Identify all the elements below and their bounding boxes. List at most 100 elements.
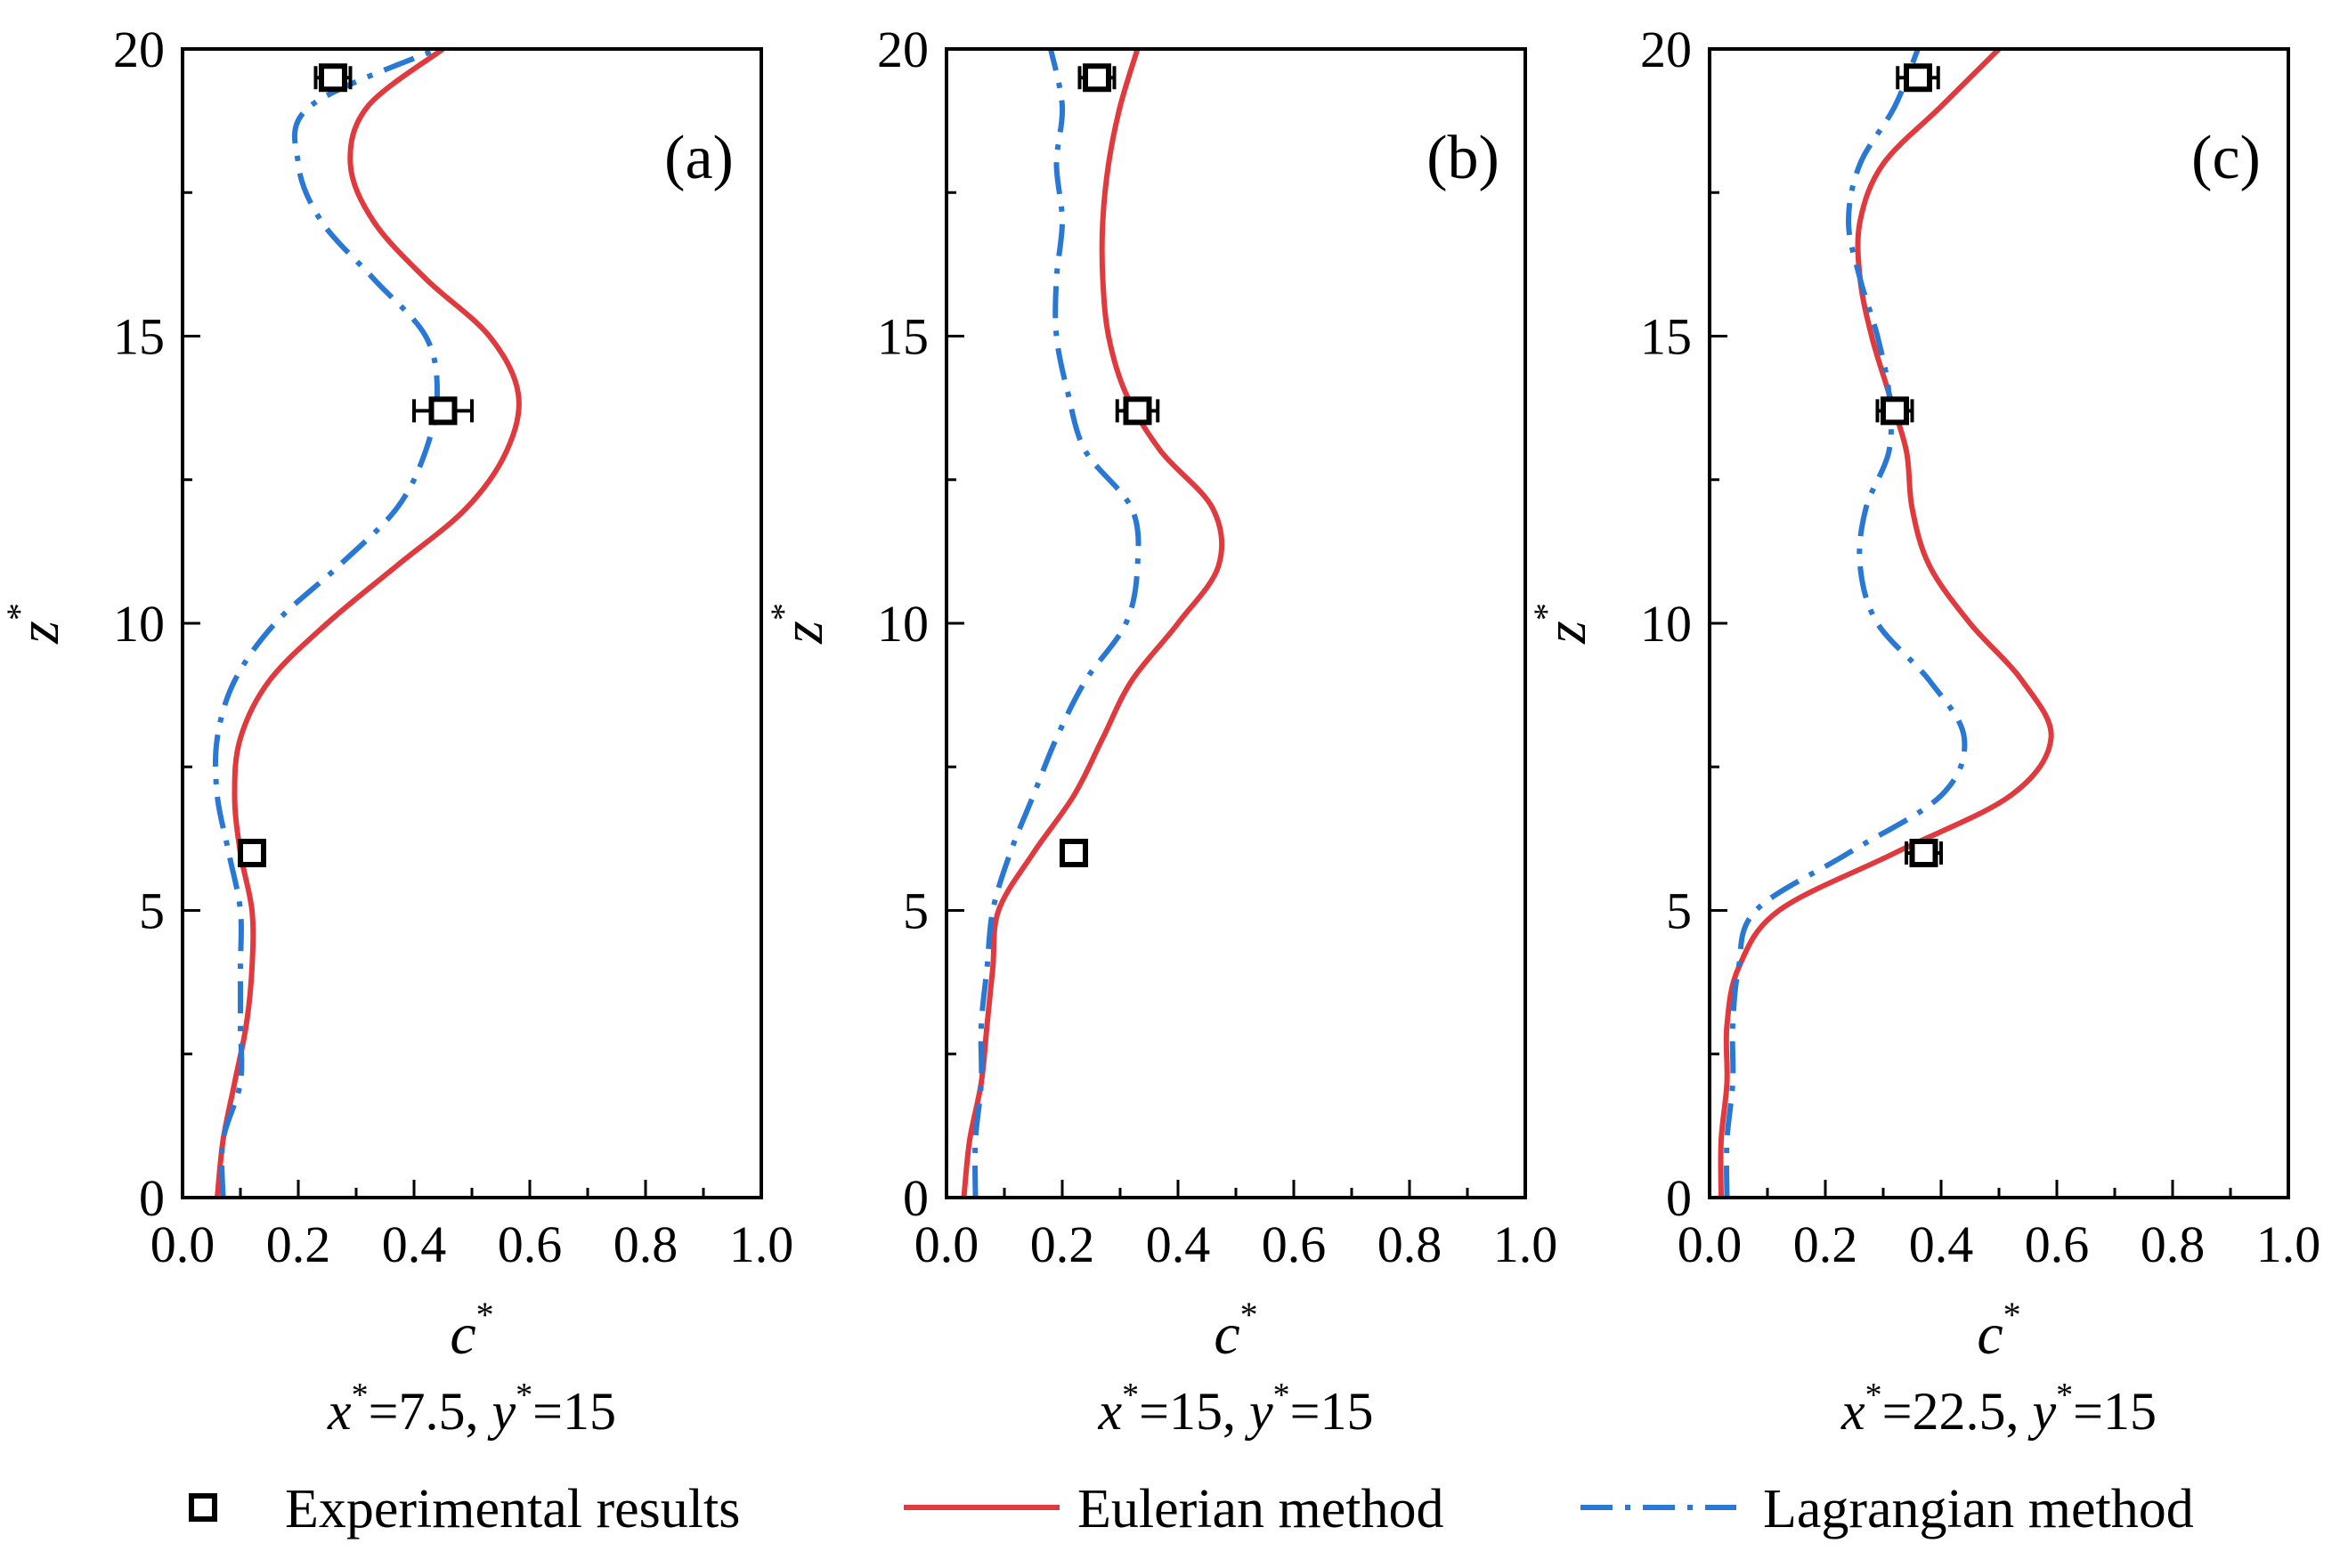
eulerian-curve bbox=[961, 49, 1225, 1198]
x-tick-label: 1.0 bbox=[2256, 1215, 2321, 1273]
x-axis-title-var: c bbox=[450, 1302, 475, 1367]
x-tick-label: 0.4 bbox=[382, 1215, 447, 1273]
x-tick-label: 1.0 bbox=[729, 1215, 794, 1273]
caption-x-sup: * bbox=[1865, 1377, 1882, 1414]
caption-y-value: =15 bbox=[1290, 1382, 1374, 1441]
experimental-marker bbox=[1881, 396, 1909, 426]
panel-c: 0.0 0.2 0.4 0.6 0.8 1.005101520(c)c*z*x*=22.5… bbox=[1526, 20, 2320, 1441]
y-tick-label: 10 bbox=[877, 595, 929, 653]
x-axis-title-sup: * bbox=[2003, 1295, 2021, 1335]
legend-eulerian-label: Eulerian method bbox=[1077, 1479, 1443, 1540]
experimental-point bbox=[1077, 63, 1117, 93]
plot-frame bbox=[945, 47, 1527, 1199]
y-tick-label: 20 bbox=[1640, 20, 1692, 78]
x-tick-label: 0.2 bbox=[1030, 1215, 1095, 1273]
plot-frame bbox=[1708, 47, 2290, 1199]
x-axis-title-sup: * bbox=[1240, 1295, 1258, 1335]
eulerian-curve bbox=[1718, 49, 2054, 1198]
caption-y-sup: * bbox=[516, 1377, 532, 1414]
lagrangian-curve bbox=[212, 49, 440, 1198]
legend-experimental-label: Experimental results bbox=[285, 1479, 740, 1540]
caption-x-var: x bbox=[1840, 1382, 1865, 1441]
y-axis-title: z* bbox=[0, 603, 71, 645]
y-tick-label: 0 bbox=[139, 1169, 165, 1227]
x-tick-label: 0.0 bbox=[1678, 1215, 1743, 1273]
panel-label: (a) bbox=[664, 124, 734, 192]
y-tick-label: 10 bbox=[113, 595, 165, 653]
experimental-point bbox=[1115, 396, 1160, 426]
caption-x-sup: * bbox=[352, 1377, 369, 1414]
caption-y-value: =15 bbox=[532, 1382, 616, 1441]
experimental-marker bbox=[1123, 396, 1152, 426]
y-axis-title-var: z bbox=[770, 621, 835, 645]
x-tick-label: 0.4 bbox=[1146, 1215, 1211, 1273]
panel-a: 0.0 0.2 0.4 0.6 0.8 1.005101520(a)c*z*x*=7.5,… bbox=[0, 20, 793, 1441]
panel-caption: x*=15, y*=15 bbox=[1098, 1377, 1374, 1441]
caption-y-var: y bbox=[2027, 1382, 2057, 1441]
y-tick-label: 0 bbox=[1666, 1169, 1692, 1227]
x-tick-label: 1.0 bbox=[1493, 1215, 1558, 1273]
experimental-marker bbox=[1060, 839, 1088, 867]
panel-label: (b) bbox=[1426, 124, 1499, 192]
x-tick-label: 0.6 bbox=[498, 1215, 563, 1273]
experimental-marker bbox=[428, 396, 458, 426]
experimental-point bbox=[238, 839, 266, 867]
caption-x-value: =22.5, bbox=[1882, 1382, 2033, 1441]
experimental-point bbox=[1060, 839, 1088, 867]
x-tick-label: 0.8 bbox=[1377, 1215, 1442, 1273]
caption-y-sup: * bbox=[1273, 1377, 1290, 1414]
y-axis-title: z* bbox=[1526, 603, 1598, 645]
x-tick-label: 0.6 bbox=[1262, 1215, 1327, 1273]
y-axis-title-var: z bbox=[6, 621, 71, 645]
panel-b: 0.0 0.2 0.4 0.6 0.8 1.005101520(b)c*z*x*=15, … bbox=[763, 20, 1557, 1441]
x-axis-title: c* bbox=[450, 1295, 493, 1367]
y-axis-title: z* bbox=[763, 603, 835, 645]
x-axis-title: c* bbox=[1977, 1295, 2020, 1367]
y-tick-label: 5 bbox=[1666, 882, 1692, 940]
y-tick-label: 15 bbox=[113, 308, 165, 366]
experimental-point bbox=[313, 63, 353, 93]
y-axis-title-sup: * bbox=[763, 603, 803, 621]
x-tick-label: 0.0 bbox=[150, 1215, 215, 1273]
x-tick-label: 0.0 bbox=[914, 1215, 979, 1273]
experimental-point bbox=[1905, 839, 1943, 867]
caption-x-var: x bbox=[1098, 1382, 1123, 1441]
experimental-marker bbox=[1909, 839, 1938, 867]
x-tick-label: 0.6 bbox=[2025, 1215, 2090, 1273]
caption-x-value: =7.5, bbox=[369, 1382, 492, 1441]
x-axis-title: c* bbox=[1214, 1295, 1257, 1367]
legend-lagrangian-label: Lagrangian method bbox=[1763, 1479, 2194, 1540]
y-tick-label: 20 bbox=[113, 20, 165, 78]
panel-caption: x*=22.5, y*=15 bbox=[1840, 1377, 2157, 1441]
legend-experimental-marker bbox=[189, 1493, 217, 1522]
caption-x-var: x bbox=[327, 1382, 352, 1441]
x-axis-title-var: c bbox=[1977, 1302, 2003, 1367]
experimental-point bbox=[1875, 396, 1914, 426]
x-axis-title-sup: * bbox=[476, 1295, 494, 1335]
experimental-marker bbox=[1904, 63, 1932, 93]
caption-y-var: y bbox=[487, 1382, 516, 1441]
y-tick-label: 15 bbox=[1640, 308, 1692, 366]
plot-frame bbox=[181, 47, 763, 1199]
y-tick-label: 10 bbox=[1640, 595, 1692, 653]
caption-y-value: =15 bbox=[2073, 1382, 2157, 1441]
x-axis-title-var: c bbox=[1214, 1302, 1239, 1367]
experimental-marker bbox=[238, 839, 266, 867]
y-tick-label: 20 bbox=[877, 20, 929, 78]
y-tick-label: 5 bbox=[903, 882, 929, 940]
y-tick-label: 15 bbox=[877, 308, 929, 366]
x-tick-label: 0.8 bbox=[2141, 1215, 2206, 1273]
lagrangian-curve bbox=[972, 49, 1142, 1198]
x-tick-label: 0.8 bbox=[613, 1215, 678, 1273]
x-tick-label: 0.2 bbox=[266, 1215, 331, 1273]
lagrangian-curve bbox=[1724, 49, 1968, 1198]
y-tick-label: 0 bbox=[903, 1169, 929, 1227]
experimental-marker bbox=[319, 63, 347, 93]
y-axis-title-sup: * bbox=[0, 603, 39, 621]
y-axis-title-var: z bbox=[1533, 621, 1598, 645]
panel-caption: x*=7.5, y*=15 bbox=[327, 1377, 616, 1441]
x-tick-label: 0.2 bbox=[1793, 1215, 1858, 1273]
legend: Experimental results Eulerian method Lagra… bbox=[189, 1479, 2194, 1540]
caption-x-sup: * bbox=[1122, 1377, 1139, 1414]
